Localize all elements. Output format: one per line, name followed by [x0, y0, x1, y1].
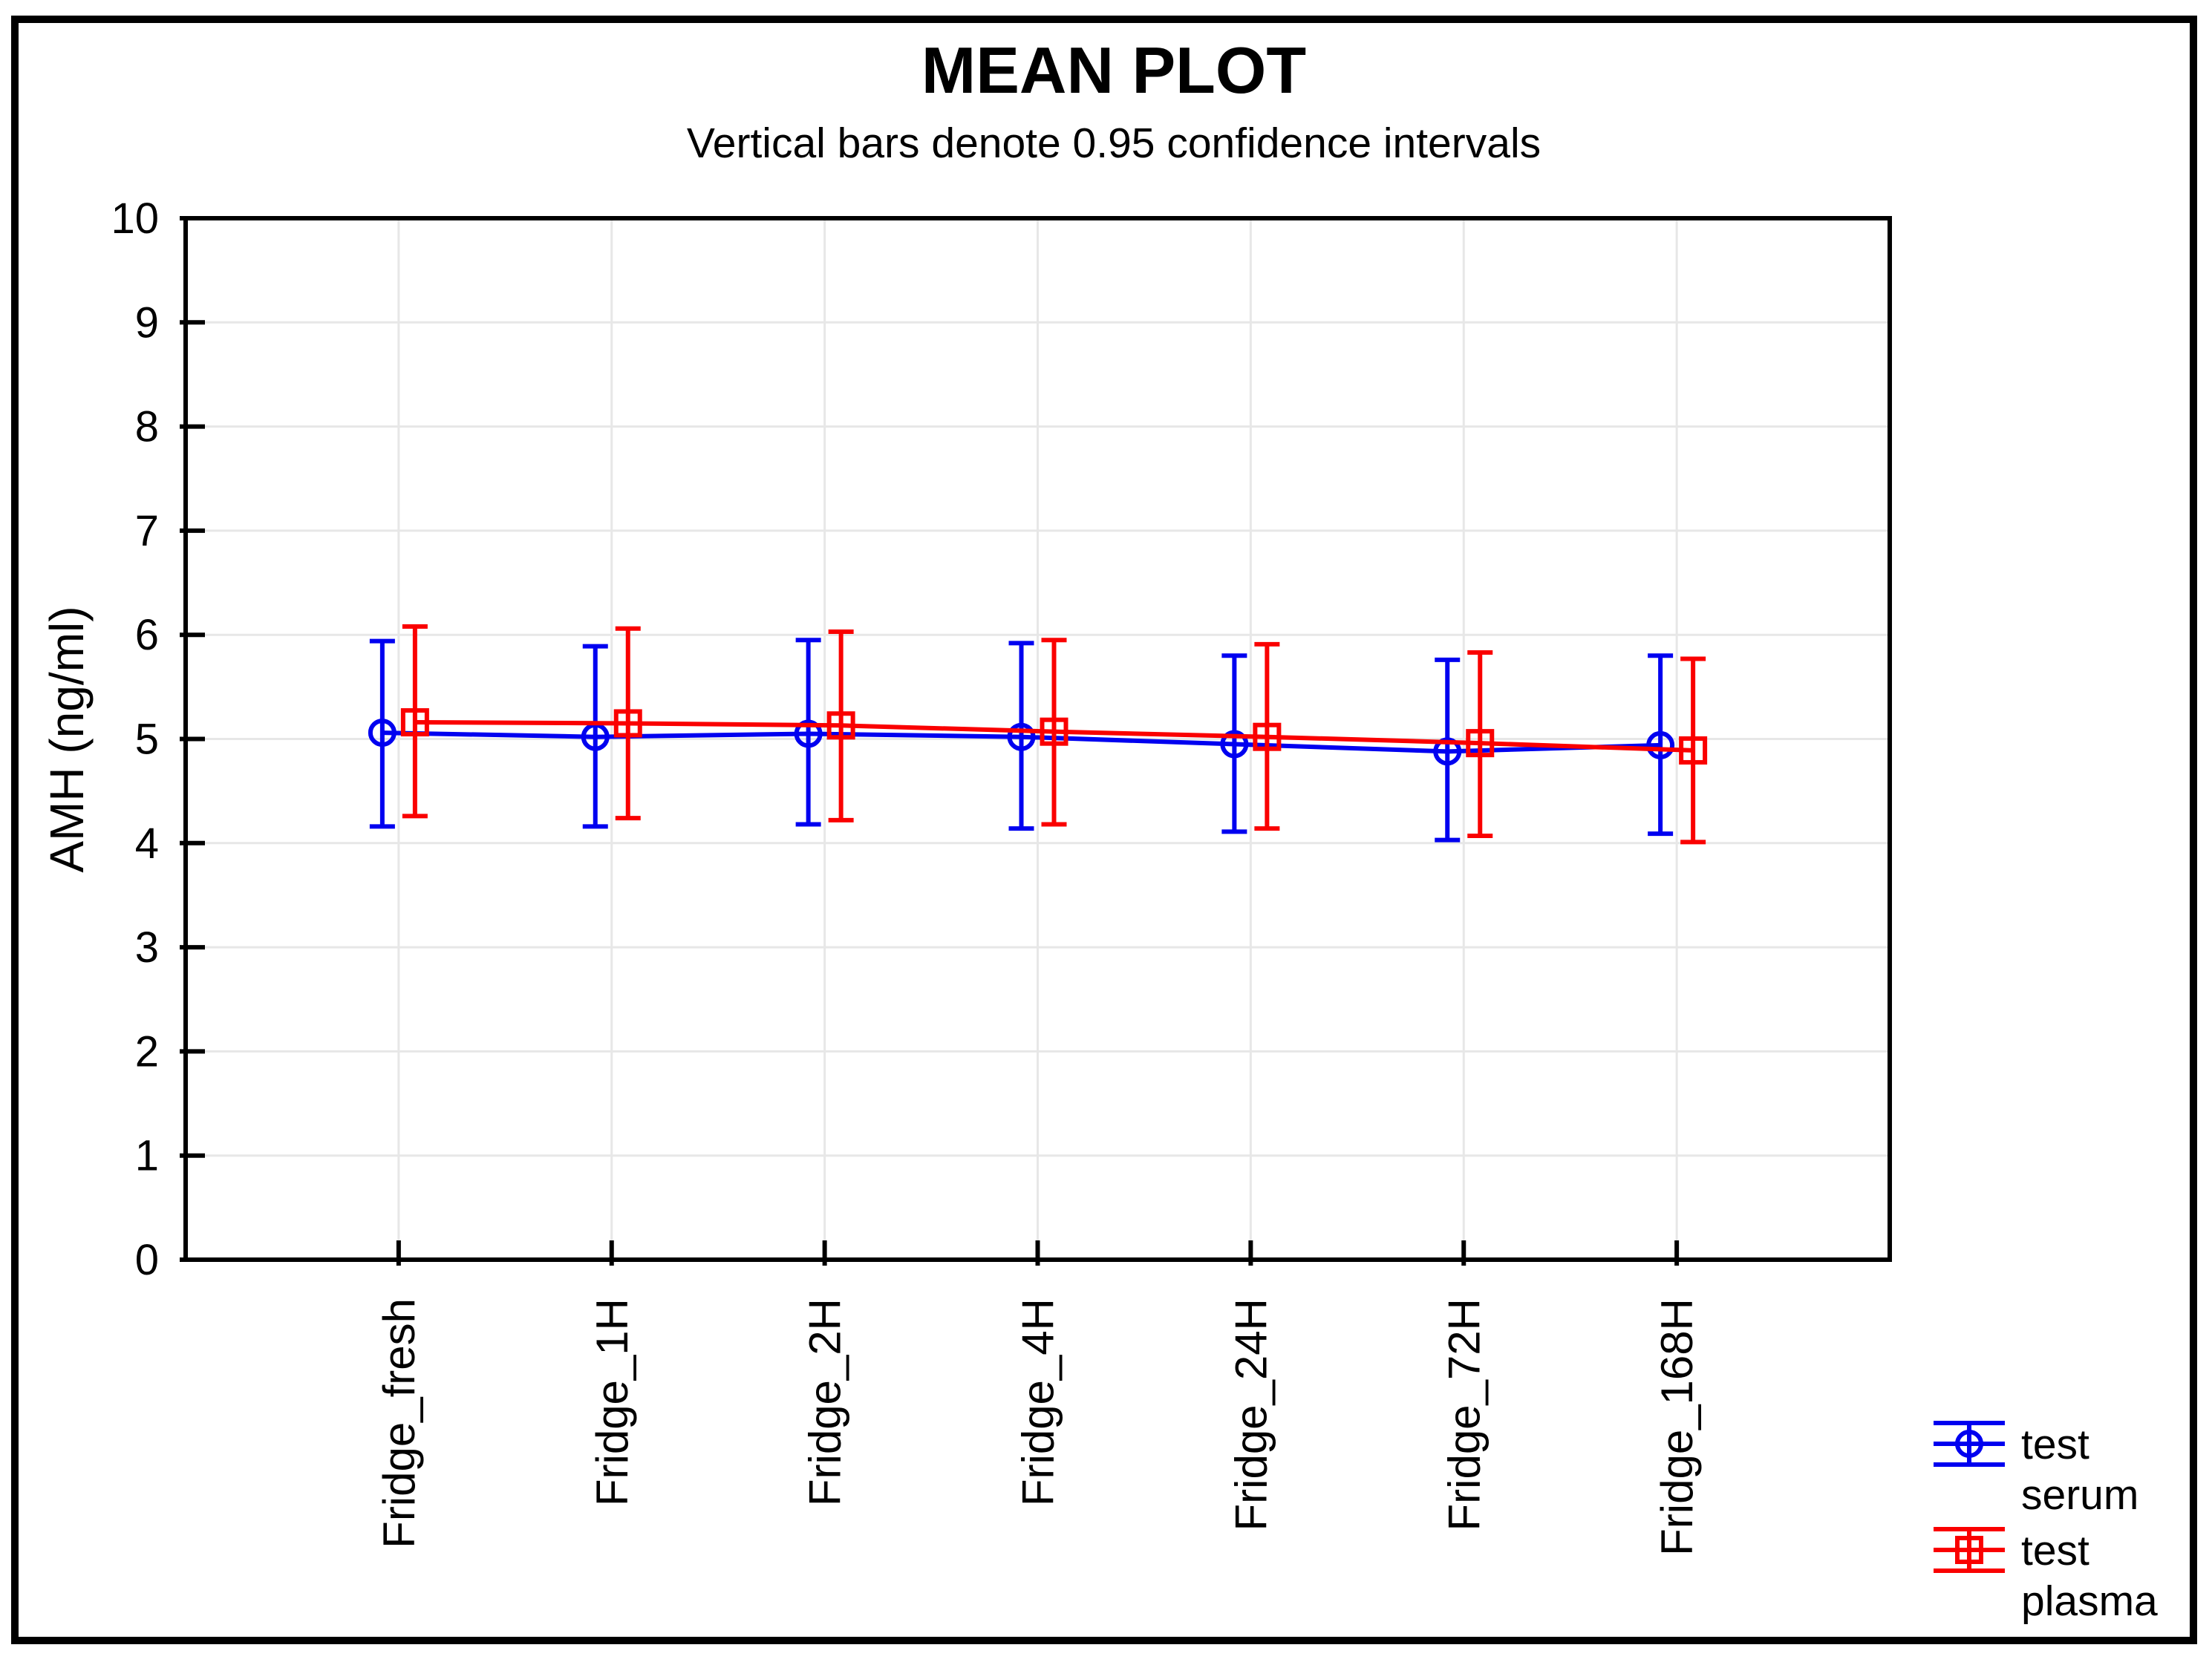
- legend-label: plasma: [2021, 1577, 2158, 1625]
- data-point-square: [1679, 736, 1708, 765]
- data-point-square: [1040, 717, 1069, 746]
- data-point-circle: [1007, 722, 1036, 751]
- y-tick-label: 0: [135, 1236, 159, 1284]
- data-point-square: [400, 708, 429, 737]
- y-tick-label: 8: [135, 403, 159, 451]
- legend-label: test: [2021, 1421, 2089, 1468]
- y-tick-label: 9: [135, 298, 159, 347]
- x-category-label: Fridge_2H: [800, 1298, 850, 1506]
- data-point-square: [1253, 722, 1282, 751]
- y-tick-label: 4: [135, 820, 159, 868]
- plot-border: [183, 216, 1892, 1262]
- series-layer: [368, 624, 1708, 845]
- series-test-plasma: [400, 624, 1708, 845]
- x-category-label: Fridge_24H: [1226, 1298, 1276, 1531]
- figure-border: [11, 16, 2197, 1644]
- axis-tick-labels: 0 1 2 3 4 5 6 7 8 9 10 Fridge_fresh Fridge_1H Fridge_…: [111, 194, 1702, 1556]
- y-tick-label: 1: [135, 1132, 159, 1180]
- x-category-label: Fridge_72H: [1439, 1298, 1489, 1531]
- y-tick-label: 5: [135, 716, 159, 764]
- x-category-label: Fridge_4H: [1014, 1298, 1063, 1506]
- legend-label: serum: [2021, 1471, 2138, 1519]
- data-point-square: [826, 711, 855, 740]
- x-category-label: Fridge_1H: [587, 1298, 637, 1506]
- y-axis-label: AMH (ng/ml): [40, 606, 94, 872]
- chart-subtitle: Vertical bars denote 0.95 confidence int…: [687, 120, 1541, 167]
- legend-label: test: [2021, 1527, 2089, 1574]
- series-line: [414, 720, 1694, 753]
- legend-marker-square: [1955, 1536, 1983, 1564]
- plot-frame: [183, 216, 1892, 1262]
- data-point-circle: [368, 719, 397, 748]
- chart-title: MEAN PLOT: [921, 33, 1306, 107]
- y-tick-label: 3: [135, 923, 159, 972]
- data-point-circle: [1433, 737, 1462, 766]
- x-category-label: Fridge_168H: [1652, 1298, 1702, 1556]
- data-point-square: [613, 709, 642, 738]
- x-category-label: Fridge_fresh: [374, 1298, 424, 1548]
- series-test-serum: [368, 638, 1675, 843]
- y-tick-label: 10: [111, 194, 159, 243]
- y-tick-label: 7: [135, 507, 159, 555]
- series-line: [382, 730, 1661, 754]
- y-tick-label: 6: [135, 611, 159, 659]
- data-point-square: [1466, 729, 1495, 758]
- y-tick-label: 2: [135, 1027, 159, 1076]
- data-point-circle: [1646, 730, 1675, 759]
- data-point-circle: [1220, 730, 1249, 759]
- legend-marker-circle: [1955, 1430, 1983, 1458]
- data-point-circle: [794, 719, 823, 748]
